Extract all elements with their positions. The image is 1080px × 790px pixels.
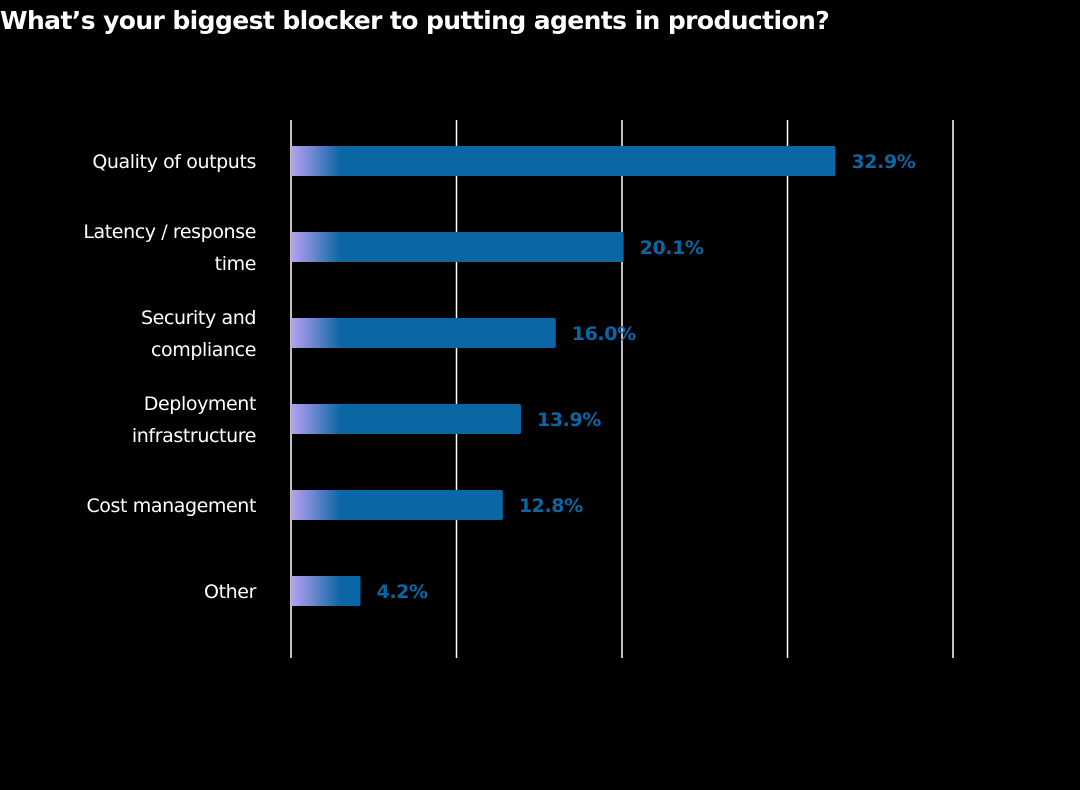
category-label-2: Security and compliance xyxy=(141,307,256,361)
data-label-2: 16.0% xyxy=(572,323,636,345)
data-label-4: 12.8% xyxy=(519,495,583,517)
category-label-4: Cost management xyxy=(86,495,256,517)
data-label-1: 20.1% xyxy=(640,237,704,259)
data-label-5: 4.2% xyxy=(377,581,428,603)
category-label-1: Latency / response time xyxy=(83,221,256,275)
category-label-0: Quality of outputs xyxy=(92,151,256,173)
grid-lines xyxy=(290,120,954,658)
bars xyxy=(291,146,836,606)
bar-3 xyxy=(291,404,522,434)
chart-title: What’s your biggest blocker to putting a… xyxy=(0,6,830,35)
data-label-3: 13.9% xyxy=(537,409,601,431)
category-label-3: Deployment infrastructure xyxy=(132,393,256,447)
bar-5 xyxy=(291,576,361,606)
bar-1 xyxy=(291,232,624,262)
data-label-0: 32.9% xyxy=(851,151,915,173)
bar-2 xyxy=(291,318,556,348)
bar-4 xyxy=(291,490,503,520)
labels: 32.9% Quality of outputs 20.1% Latency / re… xyxy=(83,151,916,603)
bar-0 xyxy=(291,146,836,176)
category-label-5: Other xyxy=(204,581,257,603)
